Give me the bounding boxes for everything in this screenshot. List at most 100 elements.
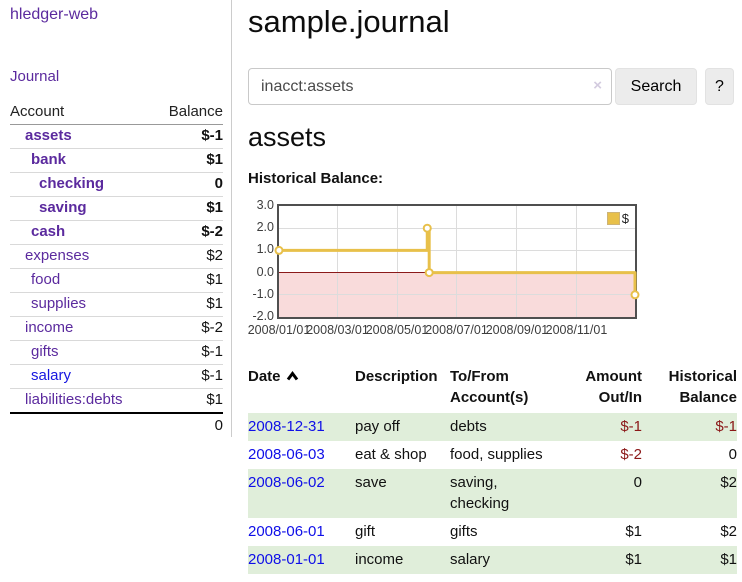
account-link-checking[interactable]: checking bbox=[39, 175, 105, 192]
x-tick-label: 2008/01/01 bbox=[247, 323, 311, 337]
account-balance: $1 bbox=[153, 292, 223, 317]
gridline bbox=[279, 294, 635, 296]
main-content: sample.journal × Search ? assets Histori… bbox=[248, 0, 737, 574]
account-link-expenses[interactable]: expenses bbox=[25, 247, 90, 264]
transaction-date-link[interactable]: 2008-01-01 bbox=[248, 551, 325, 568]
account-row-gifts: gifts $-1 bbox=[10, 340, 223, 365]
accounts-total-spacer bbox=[10, 412, 154, 438]
y-tick-label: 2.0 bbox=[256, 220, 274, 235]
register-header-balance: Historical Balance bbox=[668, 368, 737, 406]
legend-label: $ bbox=[621, 211, 629, 226]
page-title: sample.journal bbox=[248, 4, 450, 39]
register-row: 2008-01-01 income salary $1 $1 bbox=[248, 546, 737, 574]
y-tick-label: 0.0 bbox=[256, 264, 274, 279]
historical-balance-label: Historical Balance: bbox=[248, 170, 384, 187]
transaction-description: income bbox=[355, 551, 404, 568]
transaction-amount: $-1 bbox=[620, 418, 642, 435]
account-row-checking: checking 0 bbox=[10, 172, 223, 197]
sidebar-item-journal[interactable]: Journal bbox=[10, 68, 60, 85]
help-button[interactable]: ? bbox=[705, 68, 734, 105]
transaction-balance: $2 bbox=[720, 523, 737, 540]
register-header-row: Date Description To/From Account(s) Amou… bbox=[248, 364, 737, 413]
clear-search-icon[interactable]: × bbox=[593, 77, 602, 94]
search-form: × Search ? bbox=[248, 68, 737, 105]
sort-ascending-icon bbox=[286, 366, 299, 387]
transaction-balance: 0 bbox=[728, 446, 737, 463]
legend-swatch-icon bbox=[606, 212, 620, 225]
account-link-assets[interactable]: assets bbox=[25, 127, 72, 144]
transaction-amount: $1 bbox=[625, 523, 642, 540]
data-point-marker bbox=[630, 290, 640, 300]
app-brand[interactable]: hledger-web bbox=[10, 6, 99, 23]
accounts-header-account: Account bbox=[10, 101, 154, 125]
register-header-date[interactable]: Date bbox=[248, 364, 355, 413]
transaction-balance: $2 bbox=[720, 474, 737, 491]
x-tick-label: 2008/07/01 bbox=[425, 323, 488, 337]
register-row: 2008-06-03 eat & shop food, supplies $-2… bbox=[248, 441, 737, 469]
account-balance: $-1 bbox=[153, 340, 223, 365]
account-row-expenses: expenses $2 bbox=[10, 244, 223, 269]
transaction-date-link[interactable]: 2008-06-03 bbox=[248, 446, 325, 463]
data-point-marker bbox=[274, 245, 284, 255]
y-tick-label: 3.0 bbox=[256, 198, 274, 212]
account-link-salary[interactable]: salary bbox=[31, 367, 72, 384]
gridline bbox=[337, 206, 339, 317]
sidebar: hledger-web Journal Account Balance asse… bbox=[0, 0, 232, 438]
search-input[interactable] bbox=[248, 68, 612, 105]
account-balance: $-1 bbox=[153, 364, 223, 389]
gridline bbox=[516, 206, 518, 317]
transaction-accounts: salary bbox=[450, 551, 491, 568]
transaction-amount: $-2 bbox=[620, 446, 642, 463]
accounts-total-row: 0 bbox=[10, 412, 223, 438]
register-header-description: Description bbox=[355, 368, 438, 385]
transaction-amount: 0 bbox=[633, 474, 642, 491]
y-tick-label: 1.0 bbox=[256, 242, 274, 257]
data-point-marker bbox=[422, 223, 432, 233]
account-row-saving: saving $1 bbox=[10, 196, 223, 221]
account-link-liabilities-debts[interactable]: liabilities:debts bbox=[25, 391, 123, 408]
x-tick-label: 2008/05/01 bbox=[365, 323, 429, 337]
transaction-date-link[interactable]: 2008-12-31 bbox=[248, 418, 325, 435]
account-row-food: food $1 bbox=[10, 268, 223, 293]
account-link-saving[interactable]: saving bbox=[39, 199, 87, 216]
transaction-accounts: debts bbox=[450, 418, 487, 435]
transaction-amount: $1 bbox=[625, 551, 642, 568]
register-header-amount: Amount Out/In bbox=[585, 368, 642, 406]
chart-legend: $ bbox=[606, 211, 629, 226]
gridline bbox=[279, 227, 635, 229]
register-row: 2008-06-02 save saving, checking 0 $2 bbox=[248, 469, 737, 518]
account-balance: $-1 bbox=[153, 124, 223, 149]
account-row-income: income $-2 bbox=[10, 316, 223, 341]
chart-plot: $ bbox=[274, 204, 640, 319]
account-link-food[interactable]: food bbox=[31, 271, 61, 288]
data-point-marker bbox=[424, 268, 434, 278]
account-balance: $-2 bbox=[153, 220, 223, 245]
account-link-cash[interactable]: cash bbox=[31, 223, 66, 240]
gridline bbox=[575, 206, 577, 317]
account-link-bank[interactable]: bank bbox=[31, 151, 67, 168]
account-balance: $-2 bbox=[153, 316, 223, 341]
transaction-description: save bbox=[355, 474, 387, 491]
y-tick-label: -2.0 bbox=[252, 309, 274, 323]
gridline bbox=[456, 206, 457, 317]
x-tick-label: 2008/11/01 bbox=[545, 323, 608, 337]
transaction-description: eat & shop bbox=[355, 446, 427, 463]
account-balance: $2 bbox=[153, 244, 223, 269]
accounts-table: Account Balance assets $-1 bank $1 check… bbox=[10, 101, 223, 438]
account-row-liabilities-debts: liabilities:debts $1 bbox=[10, 388, 223, 414]
transaction-balance: $-1 bbox=[715, 418, 737, 435]
register-table: Date Description To/From Account(s) Amou… bbox=[248, 364, 737, 574]
search-box: × bbox=[248, 68, 612, 105]
search-button[interactable]: Search bbox=[615, 68, 697, 105]
series-svg bbox=[274, 223, 640, 300]
register-header-accounts: To/From Account(s) bbox=[450, 368, 529, 406]
account-link-income[interactable]: income bbox=[25, 319, 74, 336]
account-row-salary: salary $-1 bbox=[10, 364, 223, 389]
account-link-gifts[interactable]: gifts bbox=[31, 343, 59, 360]
account-link-supplies[interactable]: supplies bbox=[31, 295, 87, 312]
transaction-description: pay off bbox=[355, 418, 400, 435]
transaction-date-link[interactable]: 2008-06-02 bbox=[248, 474, 325, 491]
transaction-date-link[interactable]: 2008-06-01 bbox=[248, 523, 325, 540]
transaction-accounts: saving, checking bbox=[450, 474, 510, 512]
x-tick-label: 2008/09/01 bbox=[485, 323, 549, 337]
